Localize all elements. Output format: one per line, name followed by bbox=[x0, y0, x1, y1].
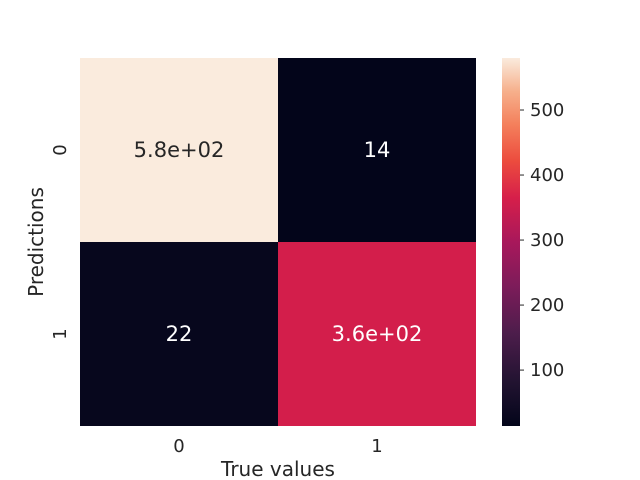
heatmap-cell bbox=[80, 242, 278, 426]
colorbar bbox=[502, 58, 520, 426]
colorbar-ticks: 100 200 300 400 500 bbox=[520, 100, 564, 381]
y-axis-label: Predictions bbox=[24, 187, 48, 297]
heatmap-cell-labels: 5.8e+02 14 22 3.6e+02 bbox=[134, 138, 423, 346]
colorbar-tick-label: 400 bbox=[530, 165, 564, 186]
colorbar-tick-label: 200 bbox=[530, 295, 564, 316]
heatmap-cells bbox=[80, 58, 476, 426]
heatmap-cell bbox=[80, 58, 278, 242]
cell-value-label: 3.6e+02 bbox=[332, 322, 423, 346]
y-tick-label: 0 bbox=[50, 144, 71, 155]
x-tick-label: 0 bbox=[173, 436, 184, 457]
x-tick-label: 1 bbox=[371, 436, 382, 457]
colorbar-tick-label: 300 bbox=[530, 230, 564, 251]
x-axis-label: True values bbox=[220, 457, 335, 480]
cell-value-label: 14 bbox=[364, 138, 391, 162]
colorbar-tick-label: 500 bbox=[530, 100, 564, 121]
heatmap-cell bbox=[278, 58, 476, 242]
heatmap-cell bbox=[278, 242, 476, 426]
cell-value-label: 5.8e+02 bbox=[134, 138, 225, 162]
y-tick-label: 1 bbox=[50, 328, 71, 339]
y-axis-ticks: 01 bbox=[50, 144, 71, 339]
cell-value-label: 22 bbox=[166, 322, 193, 346]
colorbar-tick-label: 100 bbox=[530, 360, 564, 381]
